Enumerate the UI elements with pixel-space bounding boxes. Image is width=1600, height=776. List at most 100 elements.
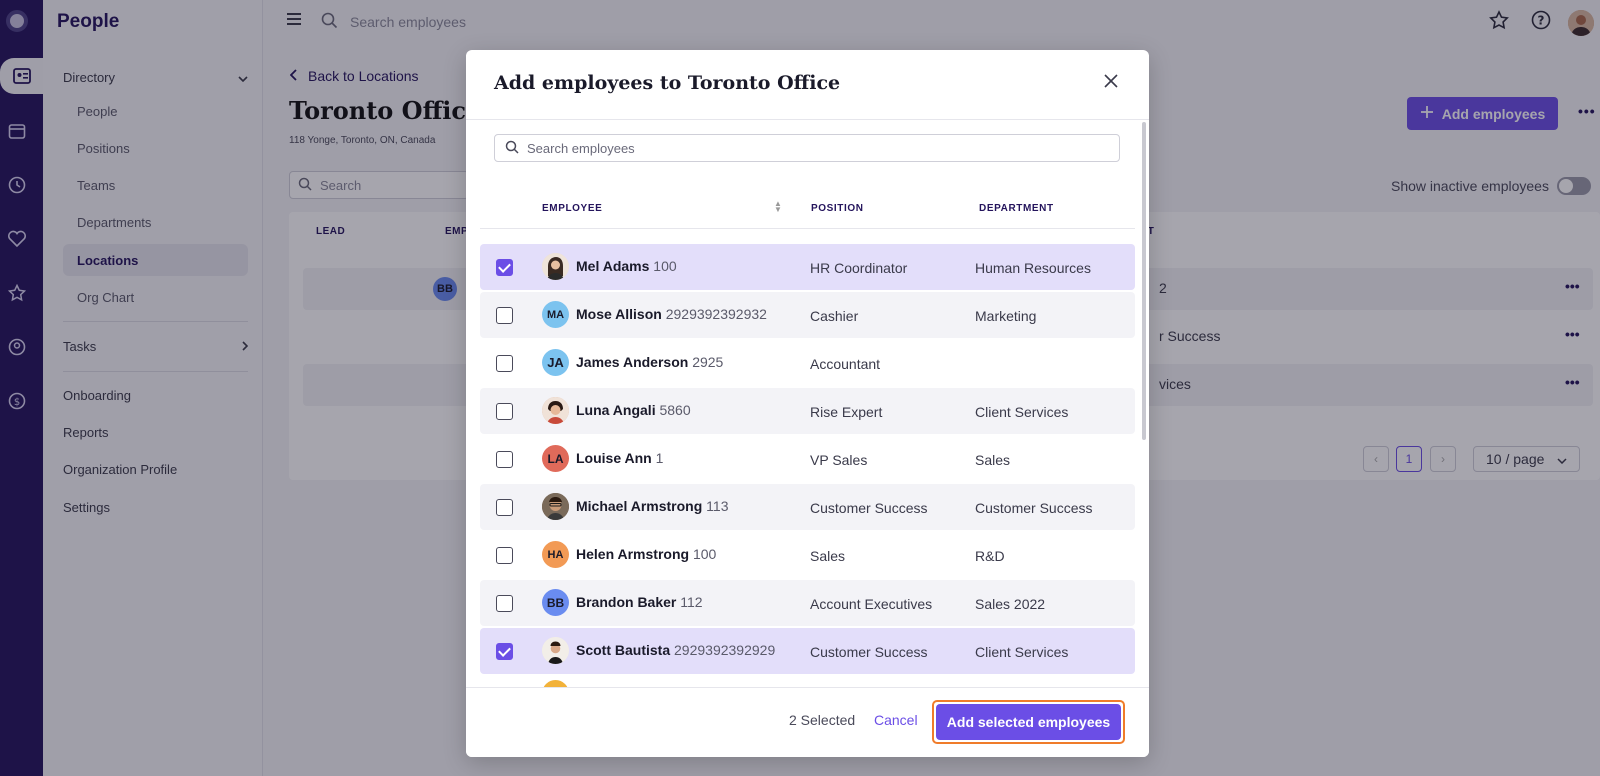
employee-row[interactable]: HA Helen Armstrong 100 Sales R&D xyxy=(480,532,1135,578)
employee-checkbox[interactable] xyxy=(496,643,513,660)
sidebar-item-people[interactable]: People xyxy=(77,103,118,119)
heart-icon[interactable] xyxy=(4,226,30,252)
employee-department: Customer Success xyxy=(975,500,1093,516)
employee-name-text: Luna Angali xyxy=(576,402,656,418)
chevron-down-icon xyxy=(1557,451,1567,467)
employee-row[interactable]: LA Louise Ann 1 VP Sales Sales xyxy=(480,436,1135,482)
avatar xyxy=(542,493,569,520)
add-selected-employees-button[interactable]: Add selected employees xyxy=(936,704,1121,740)
sidebar-section-directory[interactable]: Directory xyxy=(63,70,248,85)
employee-row[interactable]: Luna Angali 5860 Rise Expert Client Serv… xyxy=(480,388,1135,434)
employee-name: Luna Angali 5860 xyxy=(576,402,691,418)
employee-id: 2929392392932 xyxy=(665,306,767,322)
employee-checkbox[interactable] xyxy=(496,595,513,612)
sidebar-item-label: Onboarding xyxy=(63,388,131,403)
row-department: vices xyxy=(1159,376,1191,392)
table-header-divider xyxy=(480,228,1135,229)
pager-next-button[interactable]: › xyxy=(1430,446,1456,472)
hamburger-menu-icon[interactable] xyxy=(287,12,303,29)
sidebar-item-organization-profile[interactable]: Organization Profile xyxy=(63,462,248,477)
employee-department: Client Services xyxy=(975,404,1069,420)
page-search-input[interactable]: Search xyxy=(289,171,469,199)
people-nav-icon[interactable] xyxy=(0,58,43,94)
employee-id: 100 xyxy=(653,258,677,274)
employee-row[interactable]: Mel Adams 100 HR Coordinator Human Resou… xyxy=(480,244,1135,290)
employee-checkbox[interactable] xyxy=(496,355,513,372)
employee-row[interactable]: BB Brandon Baker 112 Account Executives … xyxy=(480,580,1135,626)
profile-search-icon[interactable] xyxy=(4,334,30,360)
more-options-icon[interactable]: ••• xyxy=(1578,103,1596,119)
avatar: HA xyxy=(542,541,569,568)
sidebar-item-org-chart[interactable]: Org Chart xyxy=(77,289,135,305)
chevron-down-icon xyxy=(238,70,248,85)
column-header-employee[interactable]: EMPLOYEE xyxy=(542,203,603,214)
sidebar-item-departments[interactable]: Departments xyxy=(77,214,152,230)
sidebar-item-label: Reports xyxy=(63,425,109,440)
row-more-icon[interactable]: ••• xyxy=(1565,326,1580,342)
cancel-button[interactable]: Cancel xyxy=(874,712,918,728)
sidebar-item-onboarding[interactable]: Onboarding xyxy=(63,388,248,403)
employee-row[interactable]: Scott Bautista 2929392392929 Customer Su… xyxy=(480,628,1135,674)
employee-name-text: Mose Allison xyxy=(576,306,662,322)
user-avatar[interactable] xyxy=(1568,10,1594,36)
star-icon[interactable] xyxy=(4,280,30,306)
row-more-icon[interactable]: ••• xyxy=(1565,374,1580,390)
employee-row[interactable]: MA Mose Allison 2929392392932 Cashier Ma… xyxy=(480,292,1135,338)
employee-id: 2929392392929 xyxy=(674,642,776,658)
sidebar-section-tasks[interactable]: Tasks xyxy=(63,339,249,354)
favorites-star-icon[interactable] xyxy=(1489,10,1509,33)
help-icon[interactable]: ? xyxy=(1531,10,1551,33)
global-search-input[interactable]: Search employees xyxy=(350,14,466,30)
employee-id: 1 xyxy=(655,450,664,466)
page-search-placeholder: Search xyxy=(320,177,362,193)
employee-checkbox[interactable] xyxy=(496,307,513,324)
employee-name-text: Michael Armstrong xyxy=(576,498,703,514)
modal-search-input[interactable]: Search employees xyxy=(494,134,1120,162)
employee-checkbox[interactable] xyxy=(496,451,513,468)
employee-position: Accountant xyxy=(810,356,881,372)
modal-footer: 2 Selected Cancel Add selected employees xyxy=(466,687,1149,757)
calendar-icon[interactable] xyxy=(4,118,30,144)
employee-checkbox[interactable] xyxy=(496,403,513,420)
employee-checkbox[interactable] xyxy=(496,499,513,516)
employee-row[interactable]: Michael Armstrong 113 Customer Success C… xyxy=(480,484,1135,530)
employee-checkbox[interactable] xyxy=(496,259,513,276)
row-department: r Success xyxy=(1159,328,1221,344)
selected-count: 2 Selected xyxy=(789,712,856,728)
pager-page-button[interactable]: 1 xyxy=(1396,446,1422,472)
per-page-select[interactable]: 10 / page xyxy=(1473,446,1580,472)
avatar: LA xyxy=(542,445,569,472)
close-icon[interactable] xyxy=(1104,74,1118,91)
sidebar-item-locations[interactable]: Locations xyxy=(63,244,248,276)
global-search[interactable]: Search employees xyxy=(321,12,466,32)
add-employees-button[interactable]: Add employees xyxy=(1407,97,1558,130)
add-employees-label: Add employees xyxy=(1441,105,1546,122)
table-row[interactable]: r Success ••• xyxy=(303,316,1593,358)
sidebar-item-teams[interactable]: Teams xyxy=(77,177,116,193)
show-inactive-toggle[interactable] xyxy=(1556,177,1591,195)
modal-scrollbar[interactable] xyxy=(1142,122,1146,440)
employee-name: James Anderson 2925 xyxy=(576,354,723,370)
sidebar-item-positions[interactable]: Positions xyxy=(77,140,130,156)
row-more-icon[interactable]: ••• xyxy=(1565,278,1580,294)
back-to-locations-link[interactable]: Back to Locations xyxy=(289,68,419,84)
employee-id: 113 xyxy=(706,498,729,514)
pager-prev-button[interactable]: ‹ xyxy=(1363,446,1389,472)
payroll-icon[interactable]: $ xyxy=(4,388,30,414)
sidebar-item-reports[interactable]: Reports xyxy=(63,425,248,440)
employee-checkbox[interactable] xyxy=(496,547,513,564)
sidebar-item-settings[interactable]: Settings xyxy=(63,500,248,515)
focus-ring: Add selected employees xyxy=(932,700,1125,744)
employee-id: 112 xyxy=(680,594,703,610)
app-rail: $ xyxy=(0,0,43,776)
employee-position: Rise Expert xyxy=(810,404,883,420)
row-department: 2 xyxy=(1159,280,1167,296)
employee-name: Helen Armstrong 100 xyxy=(576,546,716,562)
logo-icon[interactable] xyxy=(6,10,28,32)
sort-icon[interactable]: ▲ ▼ xyxy=(774,199,782,214)
clock-icon[interactable] xyxy=(4,172,30,198)
employee-id: 5860 xyxy=(659,402,691,418)
employee-row[interactable]: JA James Anderson 2925 Accountant xyxy=(480,340,1135,386)
sidebar-divider xyxy=(63,321,248,322)
employee-department: Human Resources xyxy=(975,260,1091,276)
